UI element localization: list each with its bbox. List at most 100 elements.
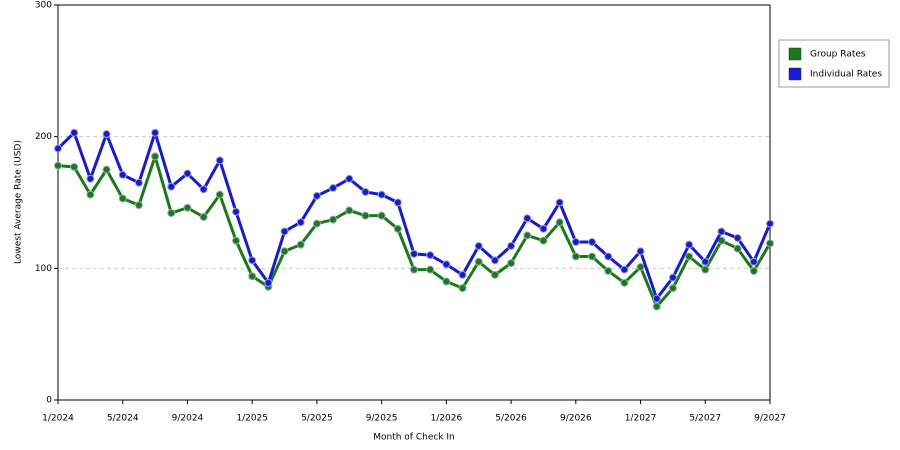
x-tick-label: 5/2024 [107, 414, 139, 424]
data-point [604, 252, 613, 261]
data-point [490, 270, 499, 279]
data-point [636, 247, 645, 256]
data-point [507, 259, 516, 268]
data-point [151, 152, 160, 161]
data-point [766, 219, 774, 228]
data-point [733, 234, 742, 243]
series-line [57, 154, 772, 309]
data-point [361, 211, 370, 220]
data-point [134, 201, 143, 210]
data-point [685, 252, 694, 261]
data-point [733, 244, 742, 253]
data-point [312, 191, 321, 200]
data-point [668, 284, 677, 293]
x-tick-label: 1/2025 [236, 414, 268, 424]
data-point [410, 265, 418, 274]
x-tick-label: 5/2026 [495, 414, 527, 424]
data-point [280, 247, 289, 256]
data-point [410, 249, 418, 258]
data-point [393, 198, 402, 207]
data-point [652, 302, 661, 311]
legend-label: Group Rates [810, 50, 866, 60]
data-point [393, 224, 402, 233]
data-point [539, 224, 548, 233]
data-point [167, 182, 176, 191]
x-tick-label: 9/2026 [560, 414, 592, 424]
data-point [458, 270, 467, 279]
data-point [86, 174, 95, 183]
data-point [442, 277, 451, 286]
data-point [474, 241, 483, 250]
data-point [458, 284, 467, 293]
data-point [70, 128, 79, 137]
data-point [329, 215, 338, 224]
data-point [701, 265, 710, 274]
data-point [118, 170, 127, 179]
data-point [766, 239, 774, 248]
data-point [312, 219, 321, 228]
data-point [54, 144, 62, 153]
x-tick-label: 9/2025 [366, 414, 398, 424]
data-point [474, 257, 483, 266]
data-point [685, 240, 694, 249]
data-point [329, 184, 338, 193]
data-point [296, 240, 305, 249]
data-point [377, 190, 386, 199]
data-point [571, 238, 580, 246]
data-point [345, 174, 354, 183]
legend-label: Individual Rates [810, 70, 882, 80]
x-tick-label: 1/2026 [431, 414, 463, 424]
data-point [490, 256, 499, 265]
data-point [604, 266, 613, 275]
data-point [426, 251, 435, 260]
y-tick-label: 100 [35, 264, 52, 274]
x-tick-label: 1/2027 [625, 414, 657, 424]
data-point [199, 212, 208, 221]
data-point [442, 260, 451, 269]
x-tick-label: 9/2027 [754, 414, 786, 424]
data-point [248, 256, 257, 265]
data-point [54, 161, 62, 170]
data-point [118, 194, 127, 203]
data-point [539, 236, 548, 245]
data-point [588, 238, 596, 246]
data-point [345, 206, 354, 215]
data-point [232, 236, 240, 245]
data-point [523, 214, 532, 223]
y-tick-label: 200 [35, 132, 52, 142]
x-tick-label: 1/2024 [42, 414, 74, 424]
y-axis-label: Lowest Average Rate (USD) [14, 140, 24, 264]
data-point [636, 263, 645, 272]
y-tick-label: 300 [35, 1, 52, 11]
legend-swatch [788, 47, 802, 61]
data-point [296, 218, 305, 227]
plot-frame [57, 4, 771, 401]
data-point [232, 207, 240, 216]
data-point [215, 156, 224, 165]
x-tick-label: 5/2025 [301, 414, 333, 424]
data-point [151, 128, 160, 137]
data-point [199, 185, 208, 194]
data-point [215, 190, 224, 199]
x-tick-label: 9/2024 [172, 414, 204, 424]
legend-swatch [788, 67, 802, 81]
data-point [555, 218, 564, 227]
y-tick-label: 0 [46, 396, 52, 406]
data-point [183, 203, 192, 212]
x-tick-label: 5/2027 [689, 414, 721, 424]
data-point [668, 273, 677, 282]
data-point [652, 294, 661, 303]
data-point [620, 265, 629, 274]
data-point [183, 169, 192, 178]
data-point [571, 252, 580, 261]
data-point [749, 257, 758, 266]
data-point [280, 227, 289, 236]
data-point [555, 198, 564, 207]
data-point [248, 272, 257, 281]
data-point [70, 162, 79, 171]
data-point [620, 278, 629, 287]
data-point [361, 187, 370, 196]
data-point [507, 241, 516, 250]
data-point [588, 252, 596, 261]
